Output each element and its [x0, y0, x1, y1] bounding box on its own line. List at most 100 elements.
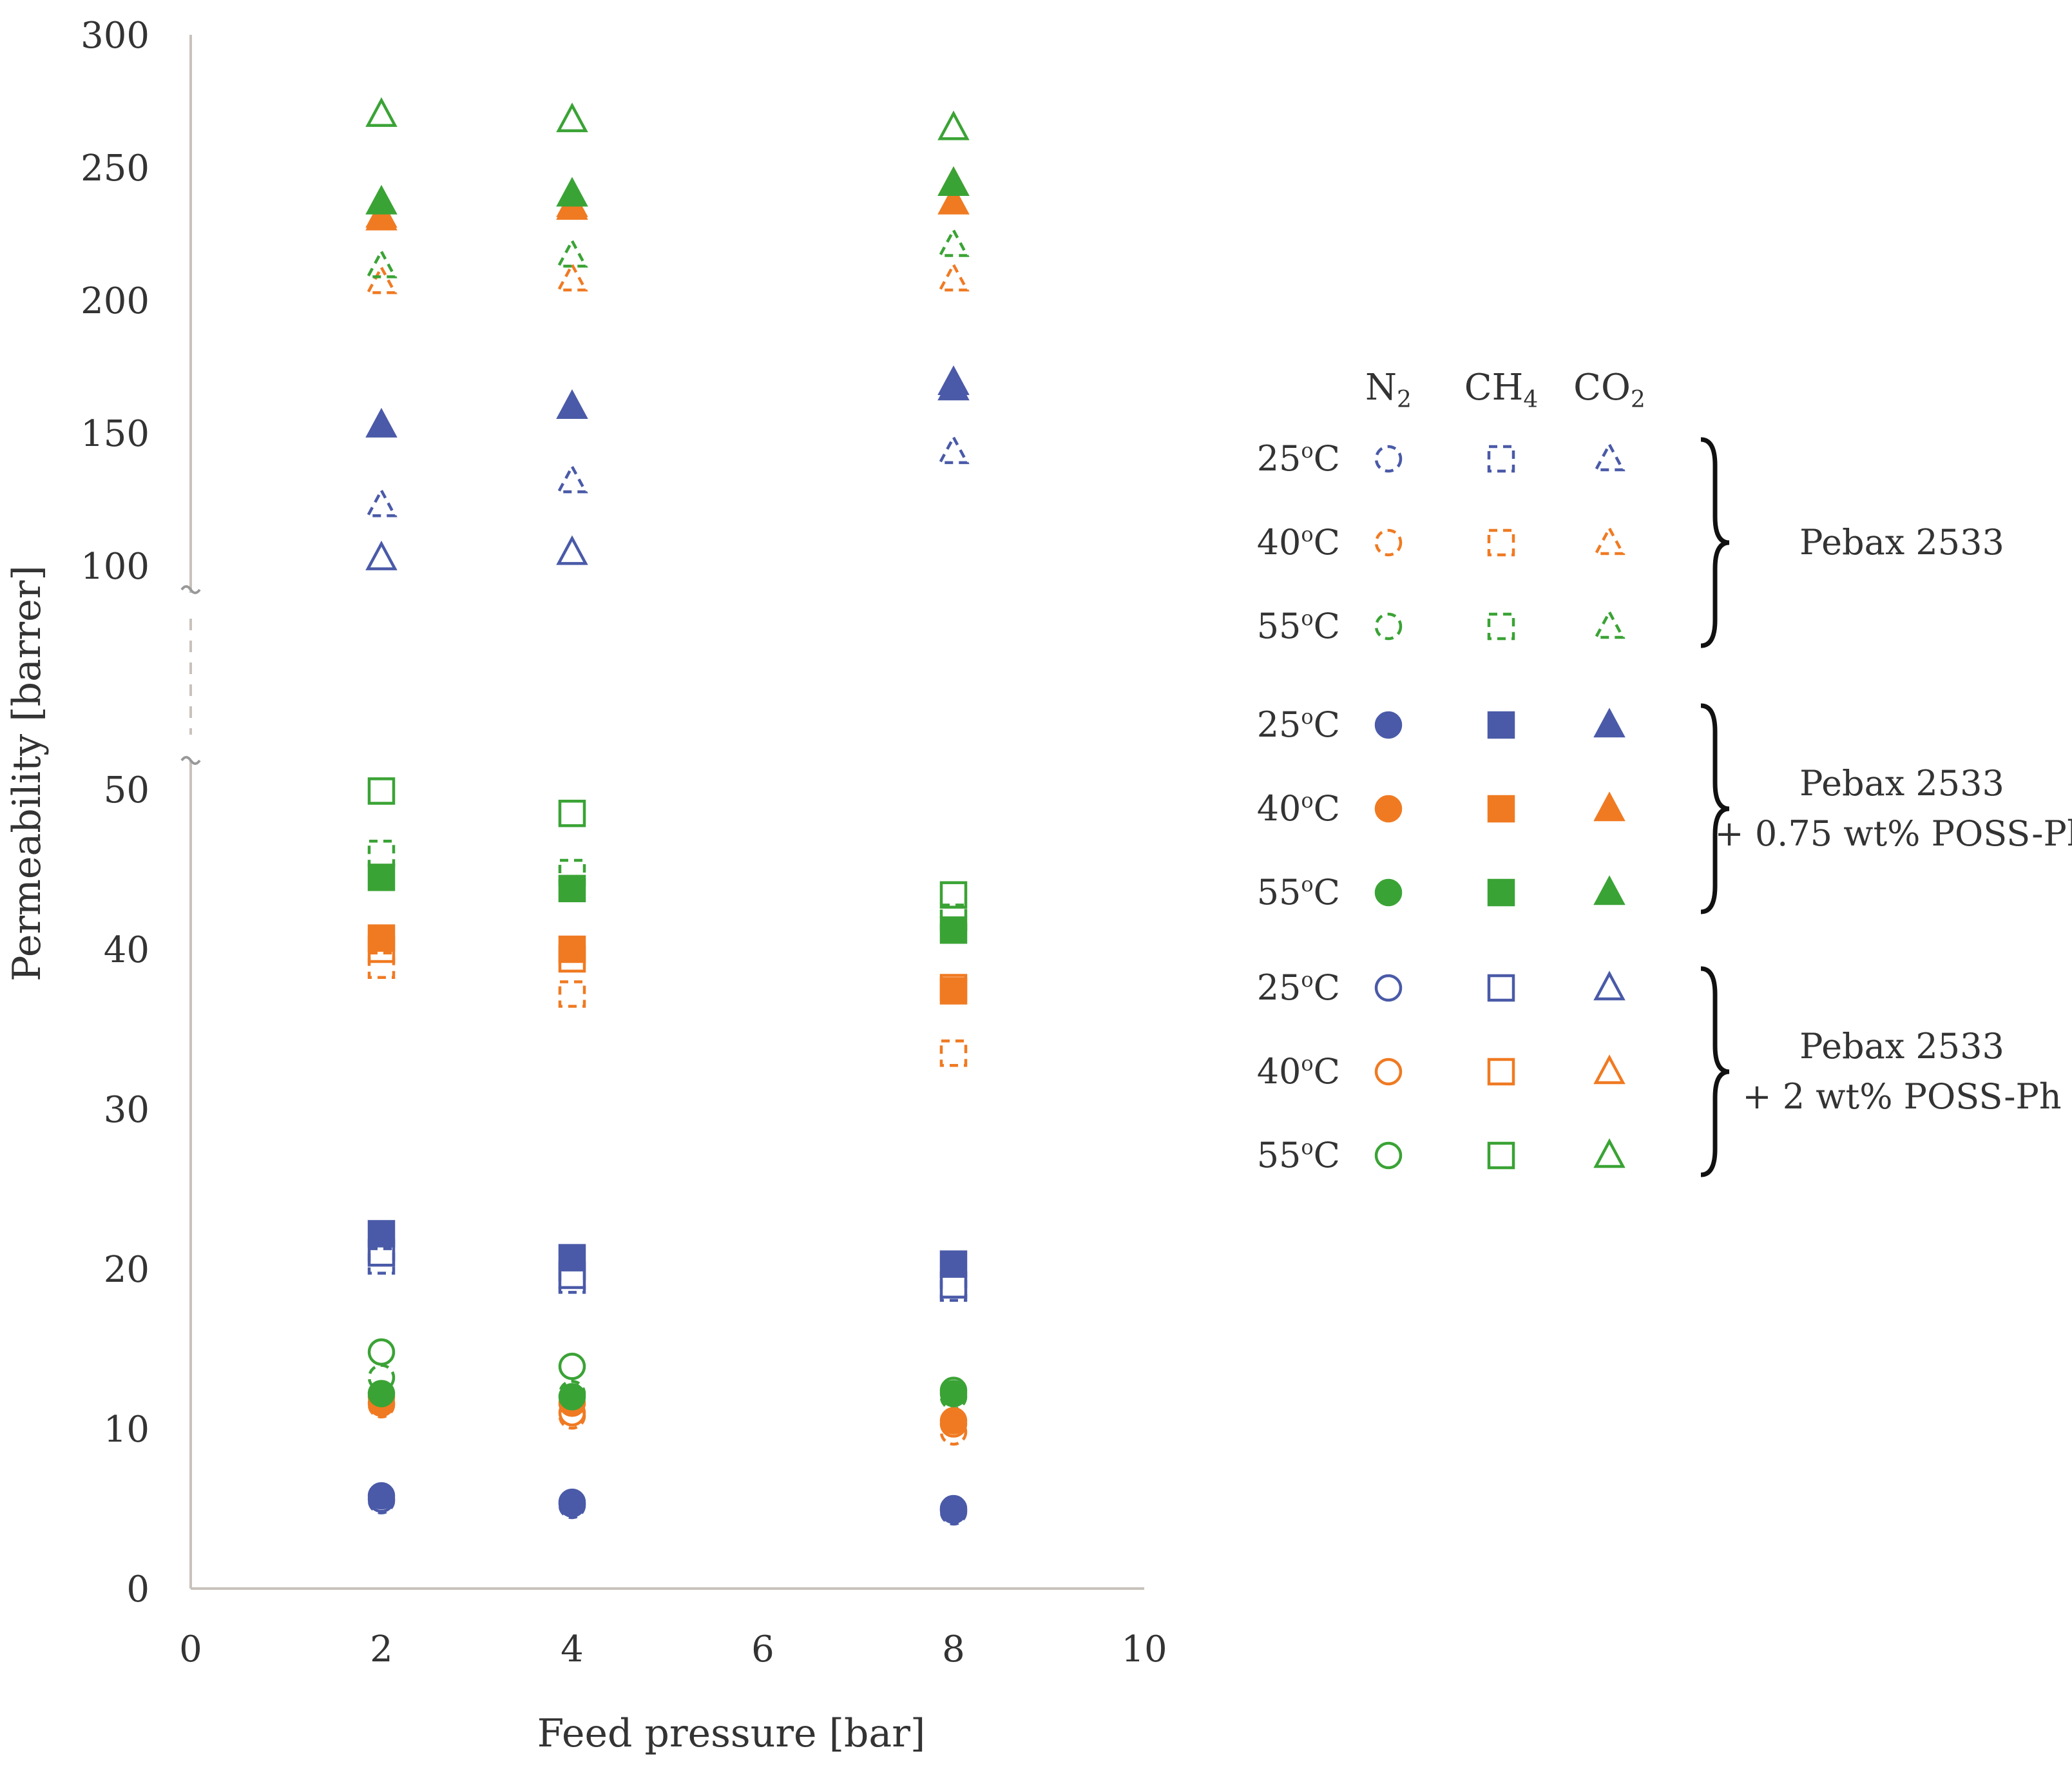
- legend-temperature-label: 55oC: [1257, 606, 1340, 646]
- point-co2-55c-poss075: [937, 166, 970, 196]
- point-ch4-55c-poss2: [558, 799, 586, 827]
- point-ch4-40c-pebax: [367, 951, 396, 980]
- legend-temperature-label: 40oC: [1257, 788, 1340, 829]
- point-ch4-40c-poss075: [558, 935, 586, 963]
- legend-brace: [1700, 703, 1730, 914]
- legend-ch4-55c-icon: [1487, 878, 1515, 907]
- legend-gas-header: N2: [1365, 367, 1412, 413]
- legend-n2-25c-icon: [1374, 974, 1403, 1002]
- legend-ch4-55c-icon: [1487, 1141, 1515, 1170]
- axis-break-mark: [180, 585, 201, 594]
- legend-n2-25c-icon: [1374, 711, 1403, 739]
- x-axis-label: Feed pressure [bar]: [537, 1711, 926, 1756]
- legend-temperature-label: 25oC: [1257, 704, 1340, 745]
- point-ch4-25c-poss075: [367, 1220, 396, 1248]
- legend-co2-55c-icon: [1593, 609, 1626, 639]
- y-tick-label: 0: [126, 1569, 149, 1610]
- legend-group-label: Pebax 2533: [1799, 763, 2004, 804]
- legend-brace: [1700, 437, 1730, 648]
- point-ch4-55c-poss2: [939, 881, 968, 909]
- point-co2-55c-poss075: [365, 184, 398, 215]
- point-ch4-40c-pebax: [939, 1039, 968, 1067]
- point-co2-25c-pebax: [556, 463, 588, 494]
- point-co2-40c-pebax: [556, 262, 588, 292]
- legend-co2-25c-icon: [1593, 708, 1626, 738]
- y-tick-label: 30: [104, 1089, 149, 1131]
- point-n2-25c-poss075: [558, 1488, 586, 1516]
- point-co2-55c-poss075: [556, 177, 588, 207]
- point-ch4-55c-poss075: [939, 916, 968, 944]
- data-marks: [365, 97, 970, 1526]
- legend-gas-header: CH4: [1464, 367, 1539, 413]
- legend-brace: [1700, 966, 1730, 1177]
- legend-temperature-label: 25oC: [1257, 438, 1340, 479]
- point-co2-25c-poss075: [556, 389, 588, 420]
- point-co2-55c-pebax: [556, 238, 588, 268]
- y-tick-label: 40: [104, 929, 149, 971]
- legend-group-label: Pebax 2533: [1799, 522, 2004, 563]
- point-co2-55c-poss2: [937, 110, 970, 140]
- legend-group-label: Pebax 2533: [1799, 1026, 2004, 1067]
- y-tick-label: 50: [104, 769, 149, 811]
- point-co2-25c-poss075: [365, 407, 398, 438]
- y-tick-label: 300: [81, 15, 149, 57]
- point-co2-55c-pebax: [365, 248, 398, 278]
- legend-ch4-40c-icon: [1487, 1058, 1515, 1086]
- legend-co2-40c-icon: [1593, 1054, 1626, 1085]
- x-tick-label: 8: [942, 1629, 965, 1670]
- y-axis-label: Permeability [barrer]: [5, 565, 50, 981]
- y-tick-label: 10: [104, 1409, 149, 1451]
- y-tick-label: 150: [81, 413, 149, 455]
- x-tick-label: 6: [751, 1629, 774, 1670]
- x-tick-label: 0: [179, 1629, 202, 1670]
- point-n2-55c-poss2: [367, 1338, 396, 1366]
- y-tick-label: 100: [81, 546, 149, 588]
- legend: N2 CH4 CO2 25oC 40oC 55oC Pebax 2533 25oC 40oC 55…: [1257, 367, 2072, 1177]
- legend-ch4-40c-icon: [1487, 795, 1515, 823]
- point-ch4-40c-pebax: [558, 980, 586, 1008]
- x-tick-label: 4: [561, 1629, 584, 1670]
- legend-n2-55c-icon: [1374, 1141, 1403, 1170]
- point-ch4-55c-poss075: [558, 875, 586, 903]
- legend-temperature-label: 55oC: [1257, 1135, 1340, 1175]
- legend-gas-header: CO2: [1573, 367, 1645, 413]
- point-ch4-25c-pebax: [367, 1247, 396, 1275]
- point-ch4-25c-poss075: [939, 1250, 968, 1278]
- point-ch4-40c-poss075: [367, 924, 396, 952]
- point-n2-25c-poss075: [939, 1496, 968, 1524]
- y-tick-label: 20: [104, 1249, 149, 1291]
- point-n2-55c-poss075: [939, 1380, 968, 1407]
- legend-group-label: + 0.75 wt% POSS-Ph: [1714, 813, 2072, 854]
- legend-ch4-55c-icon: [1487, 612, 1515, 641]
- legend-co2-40c-icon: [1593, 791, 1626, 822]
- y-tick-label: 200: [81, 280, 149, 322]
- legend-n2-25c-icon: [1374, 445, 1403, 473]
- point-co2-25c-pebax: [365, 487, 398, 517]
- legend-co2-55c-icon: [1593, 1138, 1626, 1168]
- legend-n2-40c-icon: [1374, 528, 1403, 557]
- point-ch4-25c-poss075: [558, 1244, 586, 1271]
- legend-co2-25c-icon: [1593, 971, 1626, 1001]
- point-co2-55c-poss2: [556, 102, 588, 133]
- legend-n2-40c-icon: [1374, 795, 1403, 823]
- legend-co2-40c-icon: [1593, 525, 1626, 556]
- point-n2-55c-poss2: [558, 1353, 586, 1380]
- y-tick-label: 250: [81, 148, 149, 189]
- point-co2-25c-poss2: [556, 535, 588, 565]
- legend-co2-55c-icon: [1593, 875, 1626, 905]
- legend-temperature-label: 25oC: [1257, 967, 1340, 1008]
- legend-co2-25c-icon: [1593, 441, 1626, 472]
- legend-ch4-25c-icon: [1487, 974, 1515, 1002]
- legend-n2-55c-icon: [1374, 612, 1403, 641]
- point-n2-55c-poss075: [367, 1380, 396, 1407]
- point-n2-40c-poss075: [939, 1407, 968, 1435]
- legend-group-label: + 2 wt% POSS-Ph: [1742, 1076, 2061, 1117]
- point-n2-25c-poss075: [367, 1482, 396, 1510]
- point-co2-40c-pebax: [937, 262, 970, 292]
- point-ch4-40c-poss075: [939, 977, 968, 1005]
- axis-break-mark: [180, 756, 201, 765]
- legend-ch4-25c-icon: [1487, 445, 1515, 473]
- point-co2-55c-poss2: [365, 97, 398, 127]
- point-co2-25c-poss2: [365, 540, 398, 570]
